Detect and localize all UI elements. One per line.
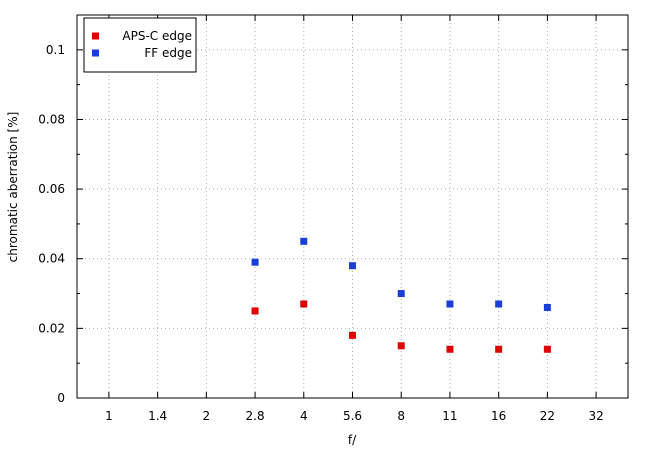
x-tick-label: 11 xyxy=(442,409,457,423)
data-point-aps-c-edge xyxy=(446,345,454,353)
y-tick-label: 0.06 xyxy=(38,182,65,196)
data-points xyxy=(251,237,551,353)
data-point-ff-edge xyxy=(300,237,308,245)
data-point-ff-edge xyxy=(349,262,356,270)
data-point-ff-edge xyxy=(495,300,503,308)
y-tick-label: 0.1 xyxy=(46,43,65,57)
x-tick-label: 8 xyxy=(397,409,405,423)
y-axis-label: chromatic aberration [%] xyxy=(6,112,20,263)
legend-marker-aps-c-edge xyxy=(92,32,99,40)
data-point-aps-c-edge xyxy=(495,345,503,353)
y-tick-label: 0 xyxy=(57,391,65,405)
data-point-ff-edge xyxy=(446,300,454,308)
legend-marker-ff-edge xyxy=(92,49,99,57)
legend-box xyxy=(83,17,197,73)
legend-label-aps-c-edge: APS-C edge xyxy=(122,29,192,43)
data-point-ff-edge xyxy=(251,258,259,266)
data-point-ff-edge xyxy=(543,303,551,311)
x-tick-label: 4 xyxy=(300,409,308,423)
x-tick-label: 1.4 xyxy=(148,409,167,423)
data-point-aps-c-edge xyxy=(397,342,405,350)
legend: APS-C edge FF edge xyxy=(83,17,197,73)
y-tick-label: 0.04 xyxy=(38,252,65,266)
data-point-ff-edge xyxy=(397,290,405,298)
x-tick-label: 2 xyxy=(203,409,211,423)
x-tick-label: 32 xyxy=(588,409,603,423)
axes: 1 1.4 2 2.8 4 5.6 8 11 16 22 32 0 0.02 0.04 0.06 0.08 0.… xyxy=(38,14,629,423)
x-tick-label: 2.8 xyxy=(246,409,265,423)
x-tick-label: 16 xyxy=(491,409,506,423)
plot-frame xyxy=(76,14,629,399)
data-point-aps-c-edge xyxy=(251,307,259,315)
data-point-aps-c-edge xyxy=(349,331,356,339)
y-tick-label: 0.08 xyxy=(38,112,65,126)
x-tick-label: 1 xyxy=(105,409,113,423)
data-point-aps-c-edge xyxy=(543,345,551,353)
x-tick-label: 5.6 xyxy=(343,409,362,423)
legend-label-ff-edge: FF edge xyxy=(144,46,192,60)
y-tick-label: 0.02 xyxy=(38,321,65,335)
x-axis-label: f/ xyxy=(348,433,357,447)
data-point-aps-c-edge xyxy=(300,300,308,308)
x-tick-label: 22 xyxy=(540,409,555,423)
